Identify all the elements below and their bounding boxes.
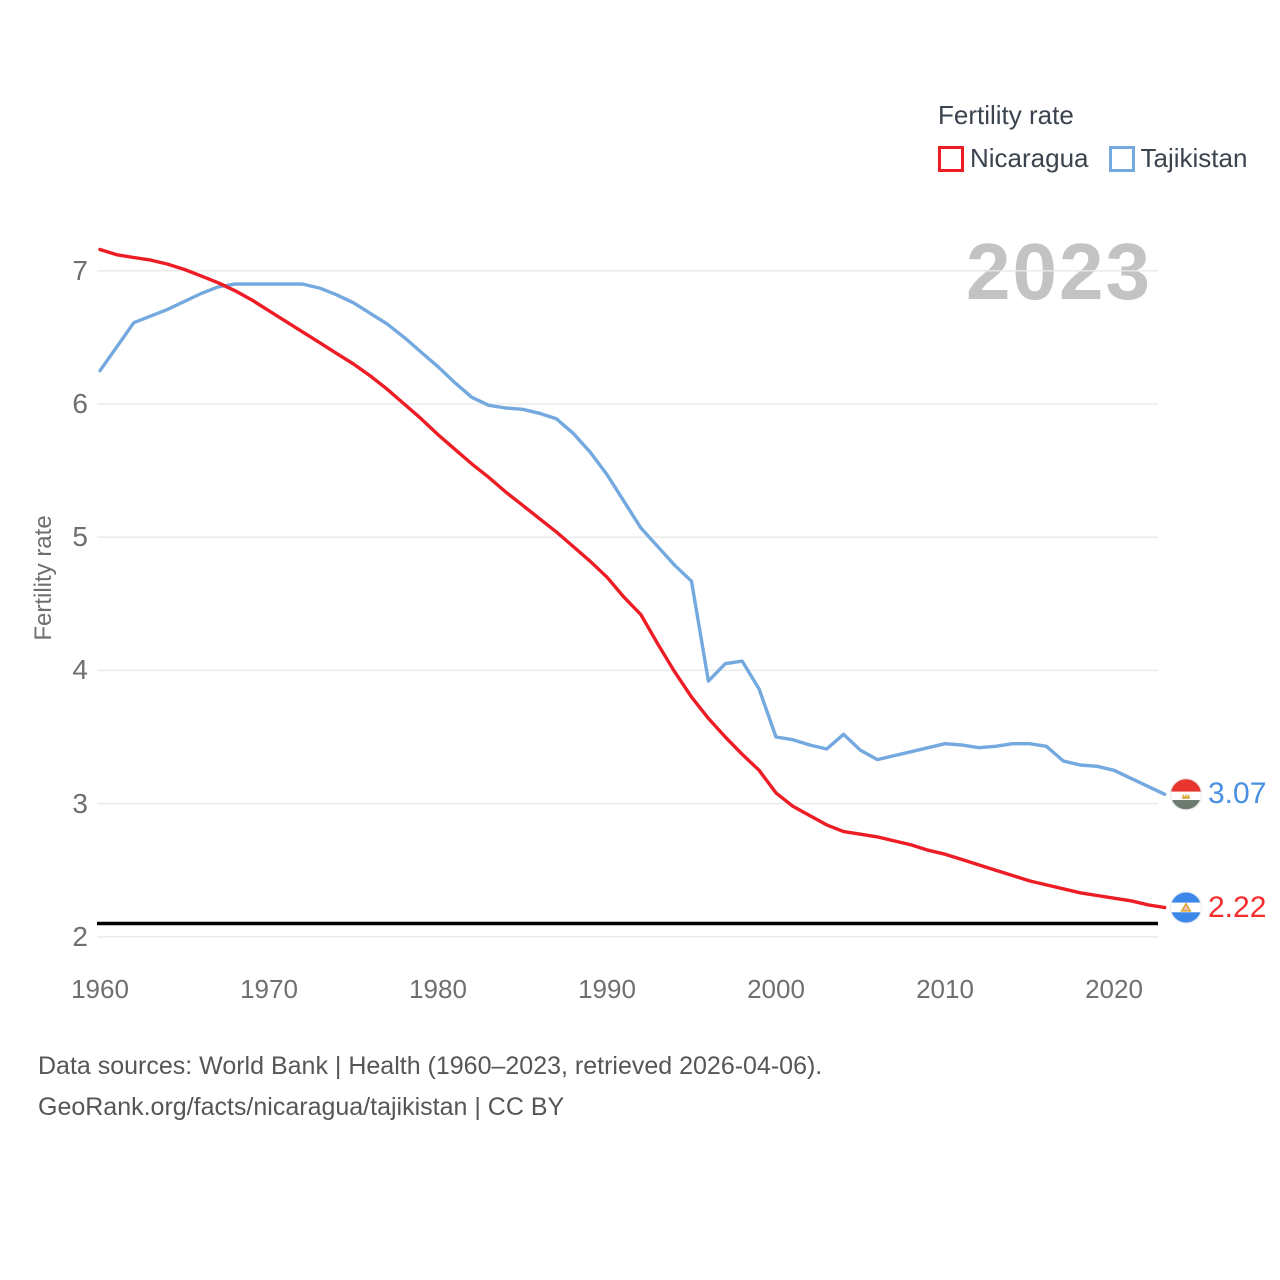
nicaragua-flag-icon [1170,891,1202,924]
x-tick-2020: 2020 [1085,974,1143,1004]
legend-item-tajikistan[interactable]: Tajikistan [1108,143,1248,174]
tajikistan-end-value: 3.07 [1208,777,1267,810]
legend-title: Fertility rate [938,100,1074,130]
nicaragua-end-value: 2.22 [1208,891,1267,924]
x-tick-1990: 1990 [578,974,636,1004]
y-tick-7: 7 [72,254,88,286]
tajikistan-flag-icon [1170,778,1202,811]
legend-items: Nicaragua Tajikistan [938,143,1247,174]
y-tick-5: 5 [72,521,88,553]
watermark-year: 2023 [966,227,1152,316]
legend-item-label: Nicaragua [970,143,1089,173]
x-tick-1980: 1980 [409,974,467,1004]
tajikistan-line[interactable] [98,282,1167,796]
legend: Fertility rate Nicaragua Tajikistan [938,100,1247,174]
tajikistan-swatch-icon [1108,145,1135,172]
y-tick-2: 2 [72,920,88,952]
x-tick-2010: 2010 [916,974,974,1004]
footer-attribution: GeoRank.org/facts/nicaragua/tajikistan |… [38,1093,565,1121]
y-tick-4: 4 [72,654,88,686]
legend-item-nicaragua[interactable]: Nicaragua [938,143,1089,174]
y-tick-3: 3 [72,787,88,819]
x-tick-1960: 1960 [71,974,129,1004]
nicaragua-swatch-icon [938,145,964,172]
footer: Data sources: World Bank | Health (1960–… [38,1046,822,1128]
footer-sources: Data sources: World Bank | Health (1960–… [38,1052,823,1080]
legend-item-label: Tajikistan [1140,143,1248,173]
x-tick-1970: 1970 [240,974,298,1004]
y-tick-6: 6 [72,388,88,419]
x-tick-2000: 2000 [747,974,805,1004]
nicaragua-line[interactable] [98,247,1167,910]
